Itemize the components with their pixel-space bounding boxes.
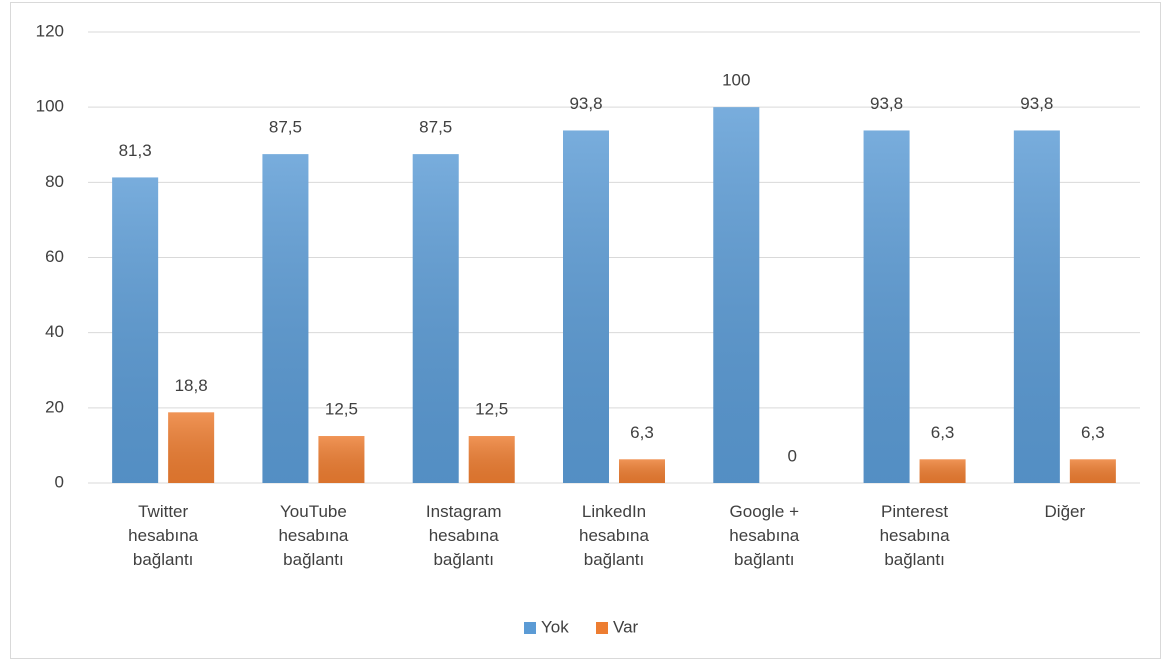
y-tick-label: 100 (36, 97, 64, 116)
bar (468, 436, 515, 483)
bar (1013, 130, 1060, 484)
y-tick-label: 20 (45, 397, 64, 416)
data-label: 93,8 (1020, 94, 1053, 113)
data-label: 6,3 (931, 423, 955, 442)
y-tick-label: 80 (45, 172, 64, 191)
legend-swatch (524, 622, 536, 634)
data-label: 12,5 (475, 400, 508, 419)
data-label: 87,5 (269, 118, 302, 137)
bar (112, 177, 159, 483)
data-label: 87,5 (419, 118, 452, 137)
bar (713, 107, 760, 484)
x-tick-label: Pinterest hesabına bağlantı (879, 502, 950, 569)
y-tick-label: 0 (55, 472, 64, 491)
data-label: 12,5 (325, 400, 358, 419)
bar (563, 130, 609, 484)
data-label: 0 (788, 446, 797, 465)
bar (168, 412, 215, 483)
bar (1069, 459, 1116, 483)
bar (919, 459, 966, 483)
x-tick-label: Twitter hesabına bağlantı (128, 502, 199, 569)
legend-swatch (596, 622, 608, 634)
x-tick-label: YouTube hesabına bağlantı (278, 502, 349, 569)
y-tick-label: 40 (45, 322, 64, 341)
legend-label: Yok (541, 617, 569, 636)
bar (619, 459, 665, 483)
x-tick-label: Instagram hesabına bağlantı (425, 502, 502, 569)
y-tick-label: 60 (45, 247, 64, 266)
bar (318, 436, 365, 483)
data-label: 81,3 (119, 141, 152, 160)
bar (262, 154, 309, 484)
data-label: 100 (722, 71, 750, 90)
data-label: 18,8 (175, 376, 208, 395)
legend-label: Var (613, 617, 639, 636)
data-label: 6,3 (1081, 423, 1105, 442)
data-label: 93,8 (569, 94, 602, 113)
data-label: 6,3 (630, 423, 654, 442)
x-tick-label: Google + hesabına bağlantı (729, 502, 800, 569)
bar (863, 130, 910, 484)
y-tick-label: 120 (36, 21, 64, 40)
x-tick-label: LinkedIn hesabına bağlantı (579, 502, 649, 569)
data-label: 93,8 (870, 94, 903, 113)
x-tick-label: Diğer (1044, 502, 1086, 521)
bar (412, 154, 459, 484)
